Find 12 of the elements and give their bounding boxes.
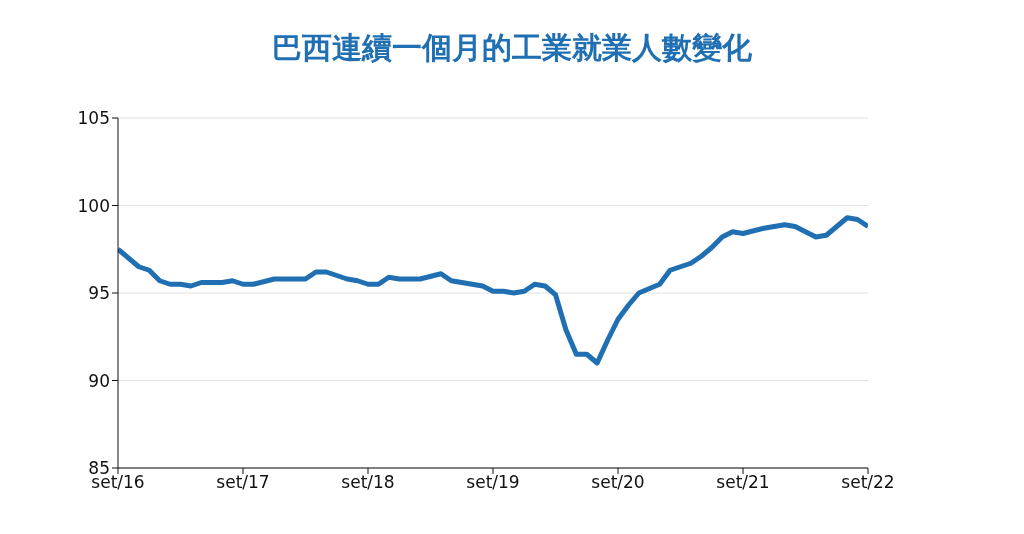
x-tick-label: set/19 — [466, 472, 520, 493]
y-tick-label: 105 — [77, 108, 110, 129]
x-tick-label: set/20 — [591, 472, 645, 493]
x-tick-label: set/18 — [341, 472, 395, 493]
x-tick-label: set/22 — [841, 472, 895, 493]
chart-title: 巴西連續一個月的工業就業人數變化 — [271, 29, 753, 67]
y-tick-label: 95 — [88, 283, 110, 304]
y-tick-label: 90 — [88, 370, 110, 391]
y-tick-label: 100 — [77, 195, 110, 216]
x-tick-label: set/21 — [716, 472, 770, 493]
x-tick-label: set/17 — [216, 472, 270, 493]
y-tick-label: 85 — [88, 458, 110, 479]
